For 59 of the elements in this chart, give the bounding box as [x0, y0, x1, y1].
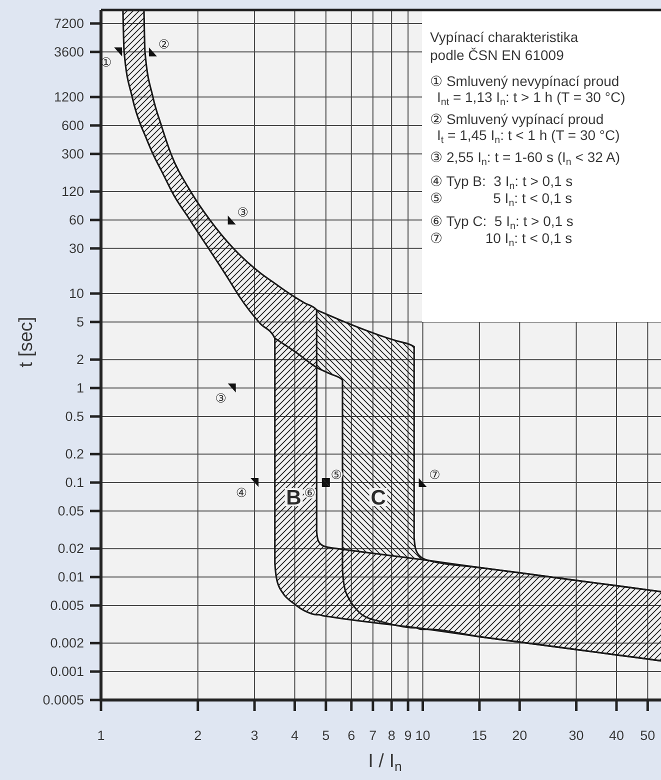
x-tick-label: 4 — [290, 728, 299, 743]
x-tick-label: 9 — [404, 728, 412, 743]
annotation: I$_{nt}$ = 1,13 I$_{n}$: t > 1 h (T = 30 °C) — [437, 89, 626, 108]
x-tick-label: 15 — [472, 728, 487, 743]
data-label: ⑦ — [429, 468, 440, 482]
y-tick-label: 30 — [68, 240, 84, 256]
text: Vypínací charakteristika — [430, 29, 578, 45]
data-label: ③ — [215, 392, 226, 406]
x-tick-label: 50 — [640, 728, 656, 743]
annotation: ⑤ 5 I$_{n}$: t < 0,1 s — [430, 190, 572, 209]
x-tick-label: 40 — [608, 728, 624, 743]
y-tick-label: 0.2 — [65, 446, 84, 462]
y-tick-label: 10 — [68, 286, 84, 302]
data-label: ② — [158, 37, 170, 52]
x-tick-label: 5 — [322, 728, 330, 743]
annotation: ③ 2,55 I$_{n}$: t = 1-60 s (I$_{n}$ < 32 A) — [430, 149, 620, 168]
data-label: ④ — [236, 486, 248, 500]
y-tick-label: 0.001 — [50, 664, 84, 680]
data-label: ③ — [237, 205, 248, 220]
y-tick-label: 0.5 — [65, 408, 84, 424]
x-tick-label: 8 — [388, 728, 396, 743]
y-tick-label: 0.1 — [65, 475, 84, 490]
data-label: ⑤ — [330, 468, 342, 482]
annotation: ⑥ Typ C: 5 I$_{n}$: t > 0,1 s — [430, 213, 574, 232]
y-tick-label: 120 — [61, 184, 84, 200]
y-tick-label: 7200 — [54, 16, 84, 31]
y-tick-label: 0.01 — [58, 570, 84, 585]
y-tick-label: 0.005 — [50, 598, 84, 613]
series-label: C — [370, 486, 386, 510]
y-tick-label: 0.05 — [58, 503, 84, 518]
annotation: ① Smluvený nevypínací proud — [430, 73, 620, 89]
y-tick-label: 2 — [76, 352, 84, 368]
x-tick-label: 7 — [369, 728, 377, 743]
y-tick-label: 0.002 — [50, 636, 84, 651]
y-tick-label: 1200 — [54, 90, 84, 105]
y-tick-label: 0.0005 — [42, 692, 84, 708]
data-label: ⑥ — [304, 486, 316, 500]
annotation: ⑦ 10 I$_{n}$: t < 0,1 s — [430, 230, 572, 249]
annotation: ④ Typ B: 3 I$_{n}$: t > 0,1 s — [430, 173, 573, 192]
y-tick-label: 600 — [61, 118, 84, 133]
y-tick-label: 0.02 — [58, 541, 84, 556]
y-axis-title: t [sec] — [16, 316, 37, 368]
x-tick-label: 20 — [512, 728, 528, 743]
x-tick-label: 1 — [97, 728, 105, 743]
x-tick-label: 10 — [415, 728, 430, 743]
series-label: B — [286, 486, 302, 510]
y-tick-label: 1 — [76, 380, 84, 396]
y-tick-label: 300 — [61, 146, 84, 162]
y-tick-label: 5 — [76, 314, 84, 330]
annotation: ② Smluvený vypínací proud — [430, 111, 604, 127]
x-tick-label: 30 — [568, 728, 584, 743]
x-axis-title: I / I$_{n}$ — [368, 751, 402, 774]
y-tick-label: 3600 — [54, 44, 84, 60]
x-tick-label: 6 — [348, 728, 356, 743]
text: podle ČSN EN 61009 — [430, 47, 564, 63]
x-tick-label: 3 — [250, 728, 258, 743]
annotation: I$_{t}$ = 1,45 I$_{n}$: t < 1 h (T = 30 °C) — [437, 127, 620, 146]
x-tick-label: 2 — [194, 728, 202, 743]
y-tick-label: 60 — [68, 212, 84, 228]
